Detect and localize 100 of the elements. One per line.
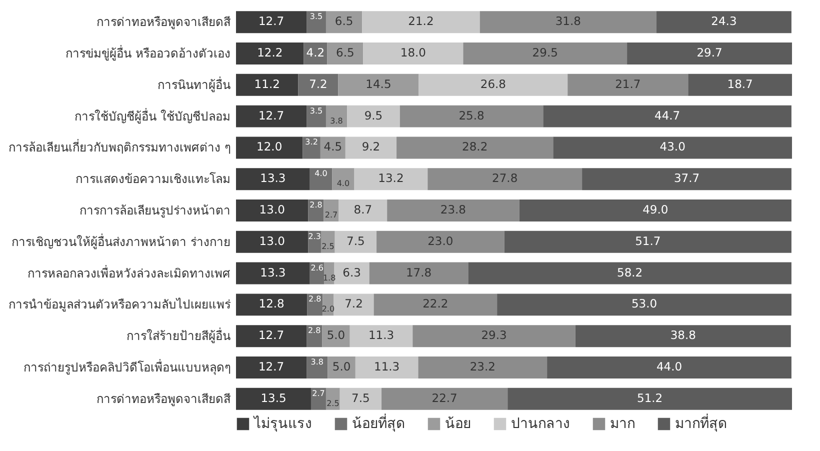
- data-label: 13.0: [259, 202, 285, 216]
- data-label: 9.5: [364, 108, 383, 122]
- data-label: 11.3: [374, 359, 400, 374]
- bar: [306, 356, 328, 378]
- bar: [345, 136, 397, 159]
- y-tick-label: การหลอกลวงเพื่อหวังล่วงละเมิดทางเพศ: [28, 264, 230, 280]
- data-label: 38.8: [670, 328, 696, 342]
- data-label: 12.0: [256, 140, 282, 154]
- data-label: 13.2: [378, 171, 404, 186]
- bar: [310, 388, 326, 410]
- data-label: 11.3: [368, 328, 394, 342]
- data-label: 23.8: [440, 202, 466, 216]
- bar: [582, 168, 792, 190]
- data-label: 5.0: [326, 328, 346, 342]
- legend-label: น้อย: [445, 416, 471, 432]
- bar: [298, 74, 338, 96]
- y-tick-label: การข่มขู่ผู้อื่น หรืออวดอ้างตัวเอง: [66, 44, 230, 62]
- data-label: 21.2: [408, 14, 434, 28]
- bar: [468, 262, 792, 284]
- data-label: 3.8: [310, 357, 324, 366]
- bar: [387, 200, 520, 222]
- data-label: 12.7: [258, 359, 284, 374]
- data-label: 4.5: [324, 140, 342, 154]
- legend-label: ไม่รุนแรง: [253, 415, 312, 432]
- bar: [396, 136, 554, 159]
- y-tick-label: การแสดงข้อความเชิงแทะโลม: [76, 172, 230, 186]
- data-label: 7.2: [309, 76, 328, 91]
- data-label: 18.7: [727, 76, 753, 91]
- bar: [236, 294, 308, 316]
- data-label: 2.8: [308, 294, 322, 304]
- bar: [310, 168, 332, 190]
- bar: [688, 74, 792, 96]
- data-label: 44.0: [656, 359, 682, 374]
- data-label: 12.2: [257, 46, 283, 60]
- data-label: 2.6: [310, 263, 324, 272]
- bar: [543, 105, 792, 128]
- bar: [320, 230, 335, 253]
- bar: [236, 388, 311, 410]
- bar: [575, 325, 791, 348]
- bar: [418, 74, 568, 96]
- bar: [338, 74, 419, 96]
- data-label: 49.0: [642, 202, 668, 216]
- bar: [326, 11, 362, 34]
- data-label: 3.2: [305, 138, 318, 147]
- data-label: 12.8: [258, 296, 284, 311]
- bar: [326, 105, 348, 128]
- data-label: 2.5: [326, 398, 340, 408]
- bar: [326, 388, 340, 410]
- data-label: 25.8: [458, 108, 484, 122]
- data-label: 12.7: [258, 14, 284, 28]
- bar: [362, 11, 480, 34]
- bar: [463, 42, 628, 65]
- data-label: 31.8: [555, 14, 581, 28]
- bar: [355, 356, 418, 378]
- bar: [332, 168, 354, 190]
- data-label: 29.7: [696, 46, 722, 60]
- data-label: 22.7: [432, 390, 458, 405]
- bar: [568, 74, 688, 96]
- bar: [338, 200, 388, 222]
- bar: [382, 388, 508, 410]
- data-label: 29.5: [532, 46, 558, 60]
- bar: [376, 230, 504, 253]
- bar: [322, 325, 350, 348]
- legend-label: มาก: [610, 416, 635, 432]
- bar: [428, 168, 582, 190]
- data-label: 3.8: [330, 116, 343, 126]
- bar: [400, 105, 544, 128]
- data-label: 28.2: [462, 140, 488, 154]
- bar: [236, 262, 310, 284]
- bar: [236, 325, 307, 348]
- data-label: 7.5: [346, 234, 365, 248]
- legend-label: น้อยที่สุด: [352, 414, 405, 432]
- data-label: 23.2: [470, 359, 496, 374]
- y-tick-label: การใส่ร้ายป้ายสีผู้อื่น: [126, 327, 230, 344]
- bar: [236, 11, 307, 34]
- data-label: 3.5: [310, 106, 323, 116]
- data-label: 9.2: [362, 140, 380, 154]
- data-label: 22.2: [422, 296, 448, 311]
- y-tick-label: การด่าทอหรือพูดจาเสียดสี: [96, 392, 232, 407]
- data-label: 26.8: [480, 76, 506, 91]
- bar: [553, 136, 792, 159]
- bar: [328, 356, 356, 378]
- y-tick-label: การนินทาผู้อื่น: [158, 76, 230, 93]
- y-tick-label: การเชิญชวนให้ผู้อื่นส่งภาพหน้าตา ร่างกาย: [12, 232, 230, 250]
- y-tick-label: การล้อเลียนเกี่ยวกับพฤติกรรมทางเพศต่าง ๆ: [8, 138, 230, 155]
- data-label: 2.8: [308, 326, 321, 336]
- data-label: 2.3: [308, 232, 321, 241]
- bar: [308, 200, 324, 222]
- data-label: 3.5: [310, 12, 323, 22]
- bar: [334, 230, 377, 253]
- y-tick-label: การถ่ายรูปหรือคลิปวิดีโอเพื่อนแบบหลุดๆ: [24, 358, 230, 376]
- bar: [236, 230, 308, 253]
- data-label: 12.7: [258, 328, 284, 342]
- data-label: 17.8: [406, 265, 432, 280]
- data-label: 37.7: [674, 171, 700, 186]
- bar: [340, 388, 382, 410]
- data-label: 53.0: [631, 296, 658, 311]
- data-label: 29.3: [481, 328, 507, 342]
- bar: [412, 325, 576, 348]
- data-label: 6.3: [342, 265, 361, 280]
